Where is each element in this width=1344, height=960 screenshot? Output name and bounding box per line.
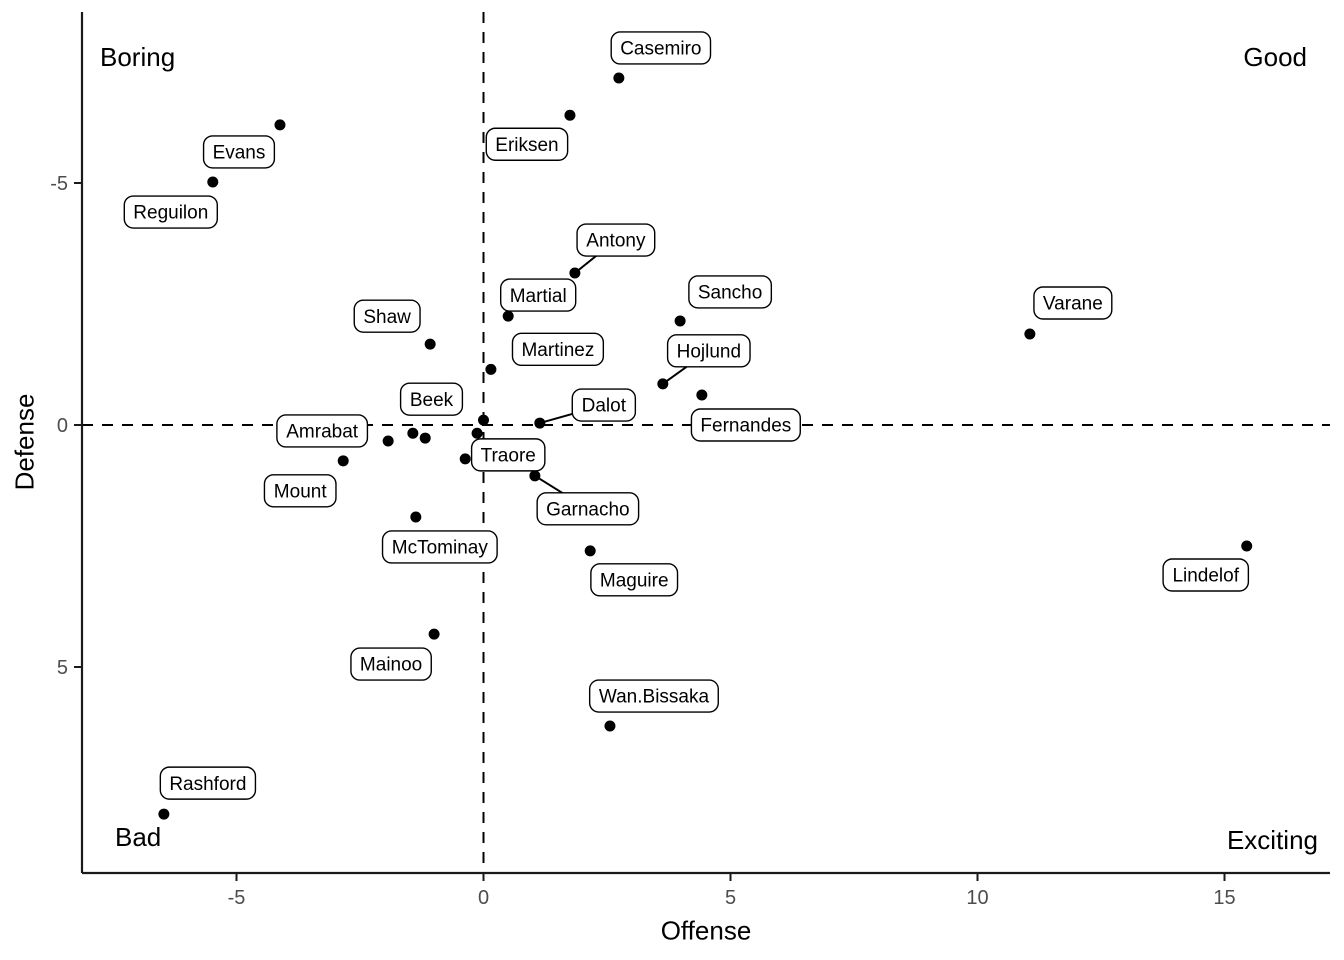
annotation-bottom-right: Exciting [1226,825,1318,855]
player-label-maguire [590,563,679,597]
player-label-text: Mount [274,481,328,502]
annotation-top-right: Good [1243,42,1307,72]
player-label-reguilon [123,195,218,229]
x-tick-label: 5 [725,887,736,909]
point-garnacho [529,470,541,482]
player-label-garnacho [536,492,640,526]
player-label-martinez [511,332,605,367]
player-label-text: Wan.Bissaka [599,687,710,708]
y-tick-label: 0 [57,415,68,437]
player-label-beek [399,382,464,416]
x-tick-label: 15 [1213,887,1235,909]
point-martial [502,310,514,322]
player-label-amrabat [276,414,369,448]
point-rashford [158,808,170,820]
player-label-traore [470,438,546,472]
point-varane [1024,328,1036,340]
y-tick-label: -5 [50,173,68,195]
player-label-text: Reguilon [133,203,208,224]
point-amrabat [382,435,394,447]
player-label-text: Garnacho [546,499,629,520]
point-hojlund [657,378,669,390]
x-tick-label: 10 [966,887,988,909]
point-mainoo [428,628,440,640]
point-martinez [485,363,497,375]
data-point [419,432,431,444]
player-label-mount [263,474,337,508]
player-label-wan.bissaka [588,679,719,713]
annotation-bottom-left: Bad [115,822,162,852]
point-beek [478,414,489,426]
player-label-text: Evans [213,143,266,164]
x-tick-label: -5 [228,887,246,909]
player-label-text: Varane [1043,294,1103,315]
player-label-antony [576,223,656,257]
player-label-text: Antony [586,231,646,252]
player-label-lindelof [1162,558,1250,592]
x-axis-title: Offense [660,915,752,946]
point-shaw [424,338,436,350]
player-label-text: McTominay [392,538,489,559]
player-label-text: Amrabat [286,422,359,443]
player-label-dalot [571,388,637,422]
player-label-text: Beek [410,390,454,411]
player-label-mctominay [381,530,498,564]
point-reguilon [207,176,219,188]
player-label-text: Traore [481,446,536,467]
player-label-hojlund [666,334,751,368]
player-label-text: Martial [510,286,567,307]
y-axis-title: Defense [9,393,40,491]
point-maguire [584,545,596,557]
player-label-eriksen [485,127,569,161]
x-tick-label: 0 [478,887,489,909]
player-label-text: Eriksen [495,135,558,156]
data-point [407,427,419,439]
point-antony [569,267,581,279]
player-label-rashford [159,766,257,800]
player-label-shaw [353,299,421,333]
player-label-varane [1033,286,1113,320]
player-label-mainoo [350,647,432,681]
player-label-sancho [688,275,773,309]
player-label-text: Hojlund [677,342,741,363]
player-label-fernandes [690,408,801,442]
player-label-evans [202,135,276,169]
point-wan.bissaka [604,720,616,732]
player-label-text: Maguire [600,570,669,591]
player-label-martial [499,278,577,312]
player-label-text: Lindelof [1172,566,1239,587]
point-evans [274,119,286,131]
player-label-text: Martinez [521,340,594,361]
point-casemiro [613,72,625,84]
player-label-casemiro [610,31,712,65]
player-label-text: Sancho [698,283,762,304]
point-mount [337,455,349,467]
player-label-text: Fernandes [700,416,791,437]
point-traore [459,453,471,465]
point-eriksen [564,109,576,121]
point-dalot [534,417,546,429]
player-label-text: Casemiro [620,39,701,60]
point-mctominay [410,511,422,523]
point-fernandes [696,389,708,401]
point-sancho [674,315,686,327]
data-point [471,427,483,439]
player-label-text: Rashford [169,774,246,795]
point-lindelof [1241,540,1253,552]
player-label-text: Dalot [582,396,627,417]
player-label-text: Mainoo [360,655,422,676]
annotation-top-left: Boring [100,42,176,72]
y-tick-label: 5 [57,657,68,679]
player-label-text: Shaw [363,307,411,328]
